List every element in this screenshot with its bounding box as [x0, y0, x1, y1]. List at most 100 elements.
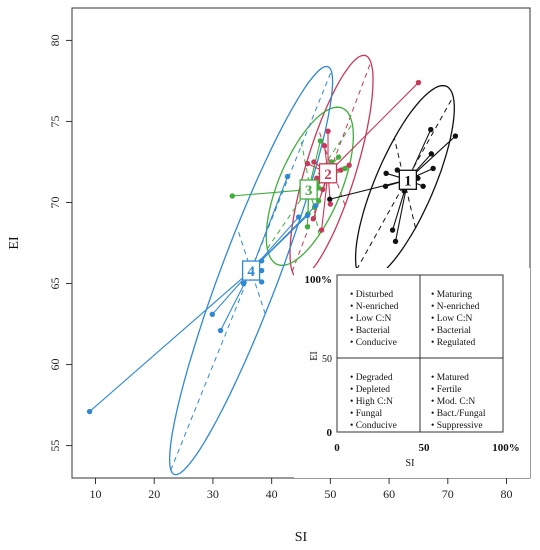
x-axis: 10 20 30 40 50 60 70 80 — [89, 478, 513, 501]
inset-y-mid-label: 50 — [322, 354, 332, 365]
point-group-2 — [321, 143, 328, 149]
ellipse-group-4 — [168, 65, 334, 476]
point-group-4 — [304, 212, 311, 219]
quadrant-item-top-left: • N-enriched — [350, 302, 399, 312]
point-group-4 — [258, 267, 265, 274]
y-tick-label: 70 — [48, 196, 62, 208]
quadrant-item-top-left: • Low C:N — [350, 314, 391, 324]
point-group-4 — [295, 214, 302, 220]
inset-x-left-label: 0 — [334, 442, 340, 454]
quadrant-item-bottom-right: • Suppressive — [431, 421, 483, 431]
point-group-4 — [312, 203, 319, 209]
x-tick-label: 70 — [442, 487, 454, 501]
quadrant-item-bottom-left: • Conducive — [350, 421, 397, 431]
point-group-2 — [346, 162, 352, 168]
point-group-2 — [310, 215, 317, 222]
point-group-4 — [258, 279, 265, 285]
point-group-3 — [304, 224, 311, 230]
group-label-1: 1 — [404, 173, 412, 189]
y-tick-label: 55 — [48, 440, 62, 452]
quadrant-item-top-right: • Bacterial — [431, 326, 471, 336]
inset-y-top-label: 100% — [305, 274, 333, 286]
point-group-1 — [392, 238, 399, 245]
group-label-3: 3 — [305, 183, 313, 199]
group-label-box-3 — [299, 179, 318, 200]
quadrant-item-bottom-left: • Fungal — [350, 409, 382, 419]
point-group-3 — [229, 193, 235, 199]
quadrant-item-top-left: • Bacterial — [350, 326, 390, 336]
point-group-3 — [342, 165, 348, 172]
quadrant-item-bottom-left: • High C:N — [350, 397, 393, 407]
x-tick-label: 30 — [207, 487, 219, 501]
point-group-4 — [217, 327, 224, 334]
quadrant-item-top-right: • Maturing — [431, 290, 472, 300]
spoke-group-2 — [327, 82, 419, 174]
point-group-1 — [452, 133, 459, 139]
spoke-group-3 — [232, 188, 309, 197]
group-label-2: 2 — [324, 167, 332, 183]
y-axis: 55 60 65 70 75 80 — [48, 34, 72, 452]
point-group-2 — [311, 159, 317, 165]
y-tick-label: 65 — [48, 278, 62, 290]
spoke-group-1 — [329, 179, 408, 200]
x-tick-label: 60 — [383, 487, 395, 501]
point-group-1 — [383, 170, 389, 177]
point-group-4 — [284, 173, 291, 180]
quadrant-item-bottom-right: • Matured — [431, 373, 469, 383]
quadrant-item-bottom-left: • Degraded — [350, 373, 393, 383]
point-group-1 — [389, 227, 396, 233]
inset-y-bottom-label: 0 — [327, 427, 333, 439]
point-group-1 — [420, 183, 426, 189]
point-group-1 — [327, 196, 333, 202]
point-group-1 — [428, 126, 434, 133]
x-axis-title: SI — [295, 530, 308, 545]
y-axis-title: EI — [7, 236, 22, 250]
group-labels: 1 23 4 — [241, 163, 418, 281]
point-group-2 — [318, 227, 325, 233]
point-group-1 — [394, 167, 400, 173]
point-group-1 — [430, 165, 436, 172]
y-tick-label: 80 — [48, 34, 62, 46]
inset-y-axis-title: EI — [309, 351, 320, 360]
quadrant-item-bottom-right: • Bact./Fungal — [431, 409, 486, 419]
point-group-2 — [415, 79, 422, 86]
quadrant-item-top-left: • Disturbed — [350, 290, 393, 300]
inset-panel — [294, 268, 530, 478]
x-tick-label: 50 — [324, 487, 336, 501]
spoke-group-4 — [250, 176, 289, 271]
spoke-group-4 — [89, 270, 252, 412]
quadrant-item-bottom-left: • Depleted — [350, 385, 390, 395]
point-group-1 — [428, 151, 435, 157]
point-group-4 — [240, 280, 247, 287]
point-group-3 — [317, 138, 324, 144]
inset-x-right-label: 100% — [492, 442, 520, 454]
interpretation-inset: 100% 50 0 EI 0 50 100% SI • Disturbed • N… — [294, 268, 530, 478]
group-label-box-4 — [241, 260, 261, 281]
point-group-4 — [86, 408, 93, 415]
x-tick-label: 80 — [501, 487, 513, 501]
group-label-box-2 — [318, 163, 338, 184]
point-group-2 — [304, 160, 311, 167]
inset-x-axis-title: SI — [406, 458, 415, 469]
y-tick-label: 60 — [48, 359, 62, 371]
point-group-2 — [327, 201, 334, 207]
group-label-4: 4 — [247, 264, 255, 280]
point-group-3 — [335, 154, 342, 160]
quadrant-item-bottom-right: • Mod. C:N — [431, 397, 475, 407]
point-group-4 — [209, 311, 216, 318]
point-group-2 — [320, 186, 326, 193]
point-group-4 — [258, 258, 265, 264]
point-group-1 — [382, 183, 389, 189]
quadrant-item-bottom-right: • Fertile — [431, 385, 462, 395]
inset-x-mid-label: 50 — [419, 442, 431, 454]
x-tick-label: 10 — [89, 487, 101, 501]
data-points — [86, 79, 459, 415]
group-label-box-1 — [398, 169, 418, 190]
quadrant-item-top-right: • N-enriched — [431, 302, 480, 312]
inset-quadrants: • Disturbed • N-enriched • Low C:N • Bacter… — [350, 290, 486, 431]
quadrant-item-top-right: • Regulated — [431, 338, 475, 348]
y-tick-label: 75 — [48, 115, 62, 127]
quadrant-item-top-left: • Conducive — [350, 338, 397, 348]
x-tick-label: 40 — [266, 487, 278, 501]
